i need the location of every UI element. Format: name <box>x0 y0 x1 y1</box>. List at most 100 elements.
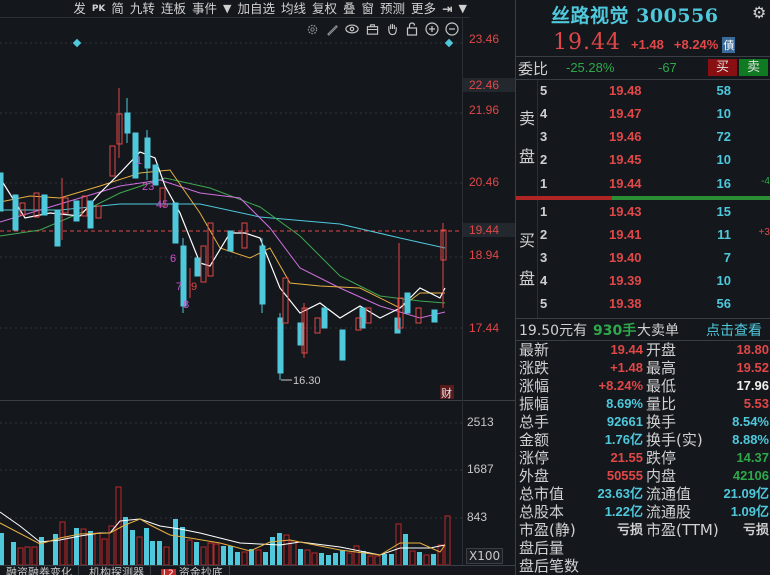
quote-panel: 丝路视觉 300556 ⚙ 19.44 +1.48 +8.24% 債 委比 -2… <box>515 0 770 575</box>
gear-icon[interactable] <box>305 22 319 36</box>
gear-icon[interactable]: ⚙ <box>752 3 767 22</box>
toolbar-collapse-icon[interactable]: ⇥ <box>442 0 453 16</box>
bid-price: 19.39 <box>609 273 642 288</box>
stats-row: 最新 19.44 开盘 18.80 <box>516 341 770 359</box>
stat-label: 总手 <box>519 413 550 431</box>
bid-ratio <box>516 196 612 200</box>
lock-icon[interactable] <box>405 22 419 36</box>
candlestick-chart[interactable]: 1 23 45 6 7 8 9 16.30 财 <box>0 18 462 400</box>
td-count-45: 45 <box>156 199 168 211</box>
ask-qty: 72 <box>716 129 731 144</box>
stat-label: 最高 <box>646 359 677 377</box>
volume-tick: 843 <box>467 510 488 524</box>
stat-value: 8.69% <box>606 396 643 411</box>
toolbar-add-watchlist-button[interactable]: 加自选 <box>237 0 275 16</box>
stock-name: 丝路视觉 <box>551 5 630 27</box>
bid-row[interactable]: 4 19.39 10 <box>516 273 770 296</box>
stat-label: 金额 <box>519 431 550 449</box>
stat-value: 8.54% <box>732 414 769 429</box>
zoom-out-icon[interactable] <box>445 22 459 36</box>
stats-row: 盘后笔数 <box>516 557 770 575</box>
hand-icon[interactable] <box>385 22 399 36</box>
ask-row[interactable]: 3 19.46 72 <box>516 129 770 152</box>
toolbar-adjust-button[interactable]: 复权 <box>311 0 337 16</box>
stat-label: 开盘 <box>646 341 677 359</box>
ask-price: 19.47 <box>609 106 642 121</box>
bid-row[interactable]: 5 19.38 56 <box>516 296 770 319</box>
toolbar-pk-button[interactable]: PK <box>91 3 106 14</box>
ask-book: 卖 盘 5 19.48 58 4 19.47 10 3 19.46 72 <box>516 80 770 196</box>
toolbar-fa-button[interactable]: 发 <box>73 0 86 16</box>
ask-price: 19.45 <box>609 152 642 167</box>
stat-label: 外盘 <box>519 467 550 485</box>
volume-tick: 1687 <box>467 462 494 476</box>
price-change: +1.48 <box>630 37 664 52</box>
earnings-event-marker[interactable]: 财 <box>441 386 452 400</box>
price-tick: 22.46 <box>463 78 515 92</box>
toolbar-events-button[interactable]: 事件 <box>191 0 217 16</box>
bid-label: 买 盘 <box>518 222 536 298</box>
big-order-qty: 930手 <box>593 323 637 339</box>
td-count-8: 8 <box>183 299 189 311</box>
toolbar-ma-button[interactable]: 均线 <box>280 0 306 16</box>
toolbox-icon[interactable] <box>365 22 379 36</box>
bid-row[interactable]: 1 19.43 15 <box>516 204 770 227</box>
toolbar-limit-streak-button[interactable]: 连板 <box>160 0 186 16</box>
price-change-pct: +8.24% <box>673 37 719 52</box>
stat-label: 最低 <box>646 377 677 395</box>
stat-value: 19.52 <box>736 360 769 375</box>
ask-row[interactable]: 5 19.48 58 <box>516 83 770 106</box>
volume-unit-label: X100 <box>466 548 504 564</box>
price-row: 19.44 +1.48 +8.24% 債 <box>553 30 736 55</box>
ask-label-char: 卖 <box>518 109 535 128</box>
toolbar-more-button[interactable]: 更多 <box>411 0 437 16</box>
divider <box>516 340 770 341</box>
toolbar-window-button[interactable]: 窗 <box>361 0 375 16</box>
big-order-type: 大卖单 <box>637 323 679 339</box>
td-count-7: 7 <box>176 281 182 293</box>
td-count-9: 9 <box>191 281 197 293</box>
bid-qty: 10 <box>716 273 731 288</box>
volume-chart[interactable] <box>0 400 462 565</box>
bid-qty: 11 <box>717 227 731 242</box>
toolbar-dropdown-icon[interactable]: ▼ <box>458 2 467 15</box>
bond-badge[interactable]: 債 <box>722 37 736 53</box>
view-big-order-link[interactable]: 点击查看 <box>706 323 762 339</box>
toolbar-forecast-button[interactable]: 预测 <box>380 0 406 16</box>
buy-button[interactable]: 买 <box>708 59 737 76</box>
toolbar-overlay-button[interactable]: 叠 <box>342 0 356 16</box>
level: 1 <box>540 204 548 219</box>
toolbar-td9-button[interactable]: 九转 <box>129 0 155 16</box>
bid-row[interactable]: 3 19.40 7 <box>516 250 770 273</box>
stat-value: 23.63亿 <box>597 486 643 501</box>
chart-divider[interactable] <box>0 400 515 401</box>
low-price-label: 16.30 <box>293 375 321 387</box>
level: 4 <box>540 273 548 288</box>
ask-row[interactable]: 4 19.47 10 <box>516 106 770 129</box>
tab-margin-trading[interactable]: 融资融券变化 <box>0 566 79 575</box>
big-order-alert: 19.50元有 930手 大卖单 点击查看 <box>516 318 770 340</box>
sell-button[interactable]: 卖 <box>739 59 768 76</box>
ask-row[interactable]: 1 19.44 16 -4 <box>516 176 770 199</box>
toolbar-simple-button[interactable]: 简 <box>111 0 124 16</box>
events-dropdown-icon[interactable]: ▼ <box>222 2 232 15</box>
ask-row[interactable]: 2 19.45 10 <box>516 152 770 175</box>
stat-value: 5.53 <box>743 396 769 411</box>
stat-label: 总股本 <box>519 503 565 521</box>
level: 2 <box>540 152 548 167</box>
kline-chart-panel[interactable]: 发 PK 简 九转 连板 事件 ▼ 加自选 均线 复权 叠 窗 预测 更多 ⇥ … <box>0 0 515 575</box>
stock-title: 丝路视觉 300556 <box>551 1 718 28</box>
stats-row: 市盈(静) 亏损 市盈(TTM) 亏损 <box>516 521 770 539</box>
pen-icon[interactable] <box>325 22 339 36</box>
stat-value: 1.22亿 <box>604 504 643 519</box>
tab-institution-detector[interactable]: 机构探测器 <box>83 566 151 575</box>
stat-label: 跌停 <box>646 449 677 467</box>
level: 3 <box>540 129 548 144</box>
volume-axis: 2513 1687 843 X100 <box>462 400 515 565</box>
ask-qty: 58 <box>716 83 731 98</box>
bid-row[interactable]: 2 19.41 11 +3 <box>516 227 770 250</box>
bid-qty: 56 <box>716 296 731 311</box>
tab-fund-bottom[interactable]: L2 资金抄底 <box>155 566 230 575</box>
zoom-in-icon[interactable] <box>425 22 439 36</box>
eye-icon[interactable] <box>345 22 359 36</box>
